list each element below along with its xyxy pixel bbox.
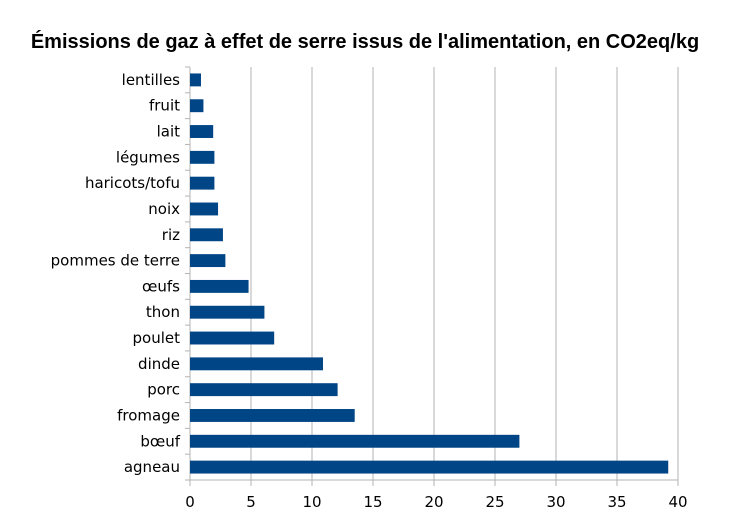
category-label: poulet <box>133 329 181 347</box>
category-label: riz <box>162 226 180 244</box>
x-tick-label: 30 <box>546 493 565 511</box>
bar <box>190 357 323 371</box>
category-label: agneau <box>124 458 180 476</box>
category-label: œufs <box>142 277 180 295</box>
bar <box>190 228 223 242</box>
bar <box>190 202 219 216</box>
bar <box>190 331 275 345</box>
x-tick-label: 40 <box>668 493 687 511</box>
bar <box>190 176 215 190</box>
bar <box>190 150 215 164</box>
x-tick-label: 25 <box>485 493 504 511</box>
category-label: fromage <box>117 406 180 424</box>
x-tick-label: 5 <box>246 493 256 511</box>
category-label: dinde <box>138 355 180 373</box>
category-label: lentilles <box>122 71 181 89</box>
category-label: lait <box>157 123 181 141</box>
category-label: bœuf <box>140 432 180 450</box>
category-label: fruit <box>149 97 180 115</box>
bar <box>190 73 201 87</box>
category-label: thon <box>146 303 180 321</box>
category-label: légumes <box>116 148 180 166</box>
x-tick-label: 35 <box>607 493 626 511</box>
bar <box>190 279 249 293</box>
bar <box>190 434 520 448</box>
x-tick-label: 15 <box>363 493 382 511</box>
chart-title: Émissions de gaz à effet de serre issus … <box>31 30 699 53</box>
category-label: porc <box>147 381 180 399</box>
bar <box>190 99 204 113</box>
bar <box>190 409 355 422</box>
bar <box>190 383 338 397</box>
bar <box>190 460 669 474</box>
x-tick-labels: 0 5 10 15 20 25 30 35 40 <box>185 493 687 511</box>
x-tick-label: 20 <box>424 493 443 511</box>
bars <box>190 73 669 474</box>
grid <box>185 66 679 486</box>
x-tick-label: 10 <box>302 493 321 511</box>
bar <box>190 125 214 138</box>
category-label: haricots/tofu <box>85 174 180 192</box>
bar <box>190 305 265 319</box>
category-labels: lentilles fruit lait légumes haricots/tofu no… <box>51 71 181 476</box>
bar <box>190 254 226 268</box>
x-tick-label: 0 <box>185 493 195 511</box>
category-label: noix <box>148 200 180 218</box>
category-label: pommes de terre <box>51 252 180 270</box>
